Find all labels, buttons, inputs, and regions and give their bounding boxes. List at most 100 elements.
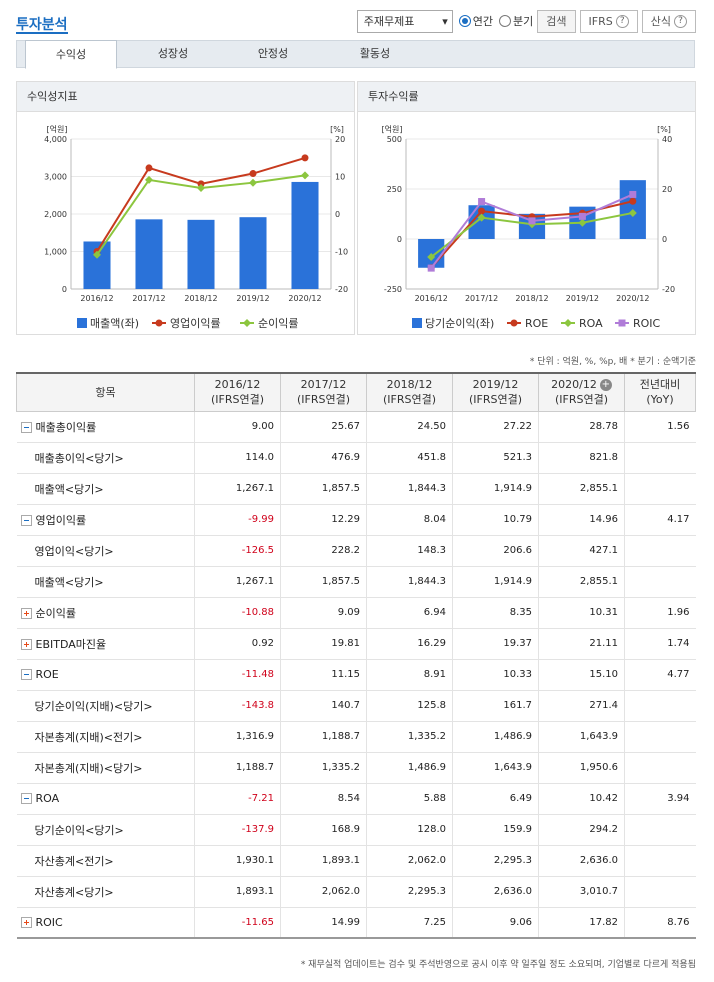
help-icon: ? <box>615 14 629 28</box>
tab-activity[interactable]: 활동성 <box>359 47 391 60</box>
column-header-label: 2020/12 <box>551 378 597 392</box>
collapse-icon[interactable] <box>20 514 32 526</box>
table-header-row: 항목 2016/12 (IFRS연결) 2017/12 (IFRS연결) 2018/12(… <box>16 372 696 412</box>
legend-swatch <box>77 318 87 328</box>
ifrs-button[interactable]: IFRS? <box>579 9 638 33</box>
formula-button[interactable]: 산식? <box>641 9 696 33</box>
collapse-icon[interactable] <box>20 669 32 680</box>
value-cell: 140.7 <box>280 690 367 722</box>
row-label: 자산총계<당기> <box>34 885 114 899</box>
table-row: 매출총이익률 9.00 25.67 24.50 27.22 28.78 1.56 <box>16 411 696 443</box>
column-header-label: 2018/12 <box>386 378 433 392</box>
table-row: 당기순이익(지배)<당기> -143.8 140.7 125.8 161.7 271.4 <box>16 690 696 722</box>
value-cell: 10.42 <box>538 783 625 815</box>
table-row: EBITDA마진율 0.92 19.81 16.29 19.37 21.11 1.74 <box>16 628 696 660</box>
add-column-icon[interactable]: + <box>599 379 612 392</box>
column-header: 2020/12 + (IFRS연결) <box>538 372 625 412</box>
x-tick-label: 2019/12 <box>566 294 599 303</box>
value-cell: 9.00 <box>194 411 281 443</box>
value-cell: 25.67 <box>280 411 367 443</box>
value-cell: 8.91 <box>366 659 453 691</box>
tab-bar: 수익성 성장성 안정성 활동성 <box>16 40 695 69</box>
series-marker <box>578 212 586 220</box>
row-label: 자본총계(지배)<당기> <box>34 761 143 775</box>
value-cell: 521.3 <box>452 442 539 474</box>
chevron-down-icon: ▾ <box>442 14 448 28</box>
value-cell: -143.8 <box>194 690 281 722</box>
value-cell: -11.65 <box>194 907 281 939</box>
value-cell: 19.37 <box>452 628 539 660</box>
radio-quarter[interactable]: 분기 <box>499 13 533 29</box>
value-cell <box>624 535 696 567</box>
series-marker <box>249 178 257 187</box>
value-cell <box>624 473 696 505</box>
controls-bar: 주재무제표 ▾ 연간 분기 검색 IFRS? 산식? <box>356 9 696 33</box>
return-chart-panel: 투자수익률 [억원] [%] 500 40 250 20 0 0 -250 -20 2016/12 2… <box>357 81 696 335</box>
row-label-cell: 매출총이익률 <box>16 411 195 443</box>
value-cell: 1,857.5 <box>280 473 367 505</box>
value-cell: 1,857.5 <box>280 566 367 598</box>
left-unit-label: [억원] <box>382 124 403 134</box>
value-cell: 128.0 <box>366 814 453 846</box>
radio-annual-dot[interactable] <box>458 15 471 27</box>
value-cell: 28.78 <box>538 411 625 443</box>
table-row: 자본총계(지배)<당기> 1,188.7 1,335.2 1,486.9 1,643.9… <box>16 752 696 784</box>
legend-label: 영업이익률 <box>170 317 221 330</box>
column-header: 2018/12 (IFRS연결) <box>366 372 453 412</box>
series-marker <box>478 207 486 215</box>
collapse-icon[interactable] <box>20 421 32 433</box>
radio-annual[interactable]: 연간 <box>458 13 493 29</box>
page-title: 투자분석 <box>16 17 68 33</box>
row-label-cell: EBITDA마진율 <box>16 628 195 660</box>
tab-growth[interactable]: 성장성 <box>157 47 189 60</box>
value-cell: 1,267.1 <box>194 566 281 598</box>
x-tick-label: 2019/12 <box>236 294 269 303</box>
row-label: EBITDA마진율 <box>35 637 107 651</box>
table-row: ROE -11.48 11.15 8.91 10.33 15.10 4.77 <box>16 659 696 691</box>
column-header-sub: (IFRS연결) <box>468 393 523 407</box>
chart-title: 투자수익률 <box>358 82 695 112</box>
right-tick-label: -20 <box>335 285 348 294</box>
x-tick-label: 2018/12 <box>515 294 548 303</box>
table-row: 자본총계(지배)<전기> 1,316.9 1,188.7 1,335.2 1,486.9… <box>16 721 696 753</box>
value-cell: 1.74 <box>624 628 696 660</box>
column-header-sub: (IFRS연결) <box>296 393 351 407</box>
tab-profitability[interactable]: 수익성 <box>25 40 117 69</box>
value-cell: 1,188.7 <box>194 752 281 784</box>
statement-select[interactable]: 주재무제표 ▾ <box>356 9 453 33</box>
value-cell: 1,893.1 <box>194 876 281 908</box>
value-cell: 1,893.1 <box>280 845 367 877</box>
value-cell: 12.29 <box>280 504 367 536</box>
tab-stability[interactable]: 안정성 <box>257 47 289 60</box>
radio-quarter-label: 분기 <box>513 15 534 28</box>
left-tick-label: -250 <box>384 285 402 294</box>
table-row: 영업이익률 -9.99 12.29 8.04 10.79 14.96 4.17 <box>16 504 696 536</box>
right-unit-label: [%] <box>657 125 671 134</box>
right-tick-label: -10 <box>335 248 348 257</box>
row-label-cell: 영업이익<당기> <box>16 535 195 567</box>
value-cell: 1,267.1 <box>194 473 281 505</box>
series-marker <box>301 171 309 180</box>
collapse-icon[interactable] <box>20 793 32 804</box>
expand-icon[interactable] <box>20 916 32 928</box>
radio-quarter-dot[interactable] <box>499 15 512 27</box>
chart-title: 수익성지표 <box>17 82 354 112</box>
column-header-label: 2017/12 <box>300 378 347 392</box>
expand-icon[interactable] <box>20 638 32 650</box>
expand-icon[interactable] <box>20 607 32 619</box>
value-cell: 1,335.2 <box>280 752 367 784</box>
title-underline <box>16 32 68 34</box>
ifrs-label: IFRS <box>588 14 613 28</box>
table-row: 매출액<당기> 1,267.1 1,857.5 1,844.3 1,914.9 2,855… <box>16 473 696 505</box>
value-cell: 10.79 <box>452 504 539 536</box>
column-header-label: 2016/12 <box>214 378 261 392</box>
search-button[interactable]: 검색 <box>537 9 576 33</box>
value-cell: 821.8 <box>538 442 625 474</box>
profitability-chart-panel: 수익성지표 [억원] [%] 4,000 20 3,000 10 2,000 0 1,000 -1… <box>16 81 355 335</box>
series-marker <box>629 190 637 198</box>
row-label: 매출액<당기> <box>34 482 104 496</box>
legend-marker <box>510 319 518 327</box>
row-label-cell: 자산총계<당기> <box>16 876 195 908</box>
help-icon: ? <box>674 14 687 28</box>
value-cell: 8.04 <box>366 504 453 536</box>
